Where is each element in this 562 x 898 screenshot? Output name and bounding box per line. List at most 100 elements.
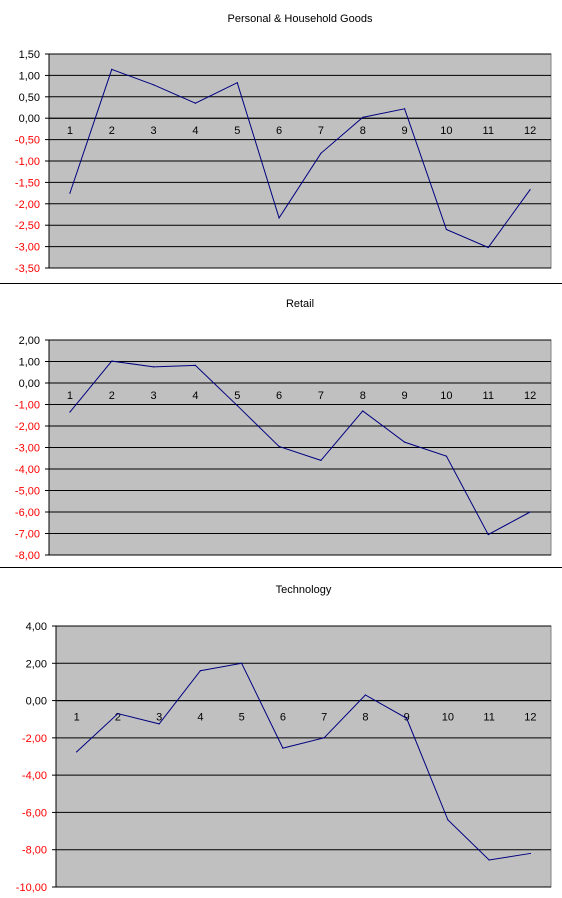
chart-1-ytick-label: 0,00 [19,113,40,125]
chart-2-ytick-label: -5,00 [15,486,40,498]
chart-2-data-point [69,411,71,413]
chart-2-ytick-label: -7,00 [15,529,40,541]
chart-3-ytick-label: -2,00 [22,733,47,745]
chart-3-title: Technology [276,584,332,596]
chart-2-xtick-label: 7 [318,390,324,402]
chart-2-ytick-label: -2,00 [15,421,40,433]
chart-2-xtick-label: 10 [440,390,452,402]
chart-1-ytick-label: -2,50 [15,220,40,232]
chart-2-data-point [320,459,322,461]
chart-3-data-point [447,819,449,821]
chart-2-ytick-label: 1,00 [19,357,40,369]
chart-3-xtick-label: 11 [483,712,494,724]
chart-3-xtick-label: 6 [280,712,286,724]
chart-2-data-point [403,441,406,443]
chart-1-ytick-label: -3,50 [15,263,40,275]
chart-1-ytick-label: -2,00 [15,199,40,211]
chart-2-xtick-label: 8 [360,390,366,402]
chart-2-ytick-label: -3,00 [15,443,40,455]
chart-3-xtick-label: 1 [74,712,80,724]
chart-1-xtick-label: 5 [234,125,240,137]
chart-1-data-point [236,82,238,84]
chart-1-xtick-label: 8 [360,125,366,137]
chart-1-data-point [487,246,489,249]
chart-1-series-line [69,68,531,249]
chart-1-data-point [403,108,406,110]
chart-1-data-point [111,68,113,71]
chart-3-ytick-label: -8,00 [22,845,47,857]
chart-2-data-point [152,366,155,368]
chart-3-data-point [282,747,284,749]
chart-1-xtick-label: 10 [440,125,452,137]
chart-2-ytick-label: -6,00 [15,507,40,519]
chart-2-ytick-label: -4,00 [15,464,40,476]
chart-3-ytick-label: 4,00 [26,621,47,633]
chart-2-title: Retail [286,298,314,310]
chart-1-xtick-label: 11 [483,125,494,137]
chart-3-data-point [199,670,201,672]
chart-3-plot-area [55,625,552,888]
chart-1-data-point [320,152,322,154]
chart-2-series-line [69,360,531,536]
chart-1-xtick-label: 3 [151,125,157,137]
chart-3-data-point [406,717,408,719]
chart-2-xtick-label: 2 [109,390,115,402]
chart-divider-2 [0,567,562,568]
chart-2-xtick-label: 6 [276,390,282,402]
chart-3-xtick-label: 9 [404,712,410,724]
chart-2-data-point [487,533,489,536]
chart-1-data-point [152,84,155,86]
chart-1-ytick-label: -1,50 [15,177,40,189]
chart-1-ytick-label: 0,50 [19,92,40,104]
chart-3-data-point [529,852,531,855]
chart-3-data-point [364,694,366,696]
chart-2-data-point [236,404,238,407]
chart-2-ytick-label: -1,00 [15,400,40,412]
chart-2-ytick-label: -8,00 [15,550,40,562]
chart-2-data-point [111,360,113,362]
chart-3-xtick-label: 12 [524,712,536,724]
chart-2-ytick-label: 2,00 [19,335,40,347]
chart-1-xtick-label: 4 [192,125,198,137]
chart-1-data-point [194,102,197,104]
chart-3-data-point [117,713,119,715]
chart-2-data-point [194,364,197,366]
chart-3-xtick-label: 10 [442,712,454,724]
chart-2-xtick-label: 4 [192,390,198,402]
chart-1-title: Personal & Household Goods [228,13,373,25]
chart-3-ytick-label: 0,00 [26,696,47,708]
chart-1-data-point [362,116,364,118]
chart-3-data-point [323,737,325,739]
chart-3-ytick-label: 2,00 [26,658,47,670]
chart-1-xtick-label: 7 [318,125,324,137]
chart-1-ytick-label: -3,00 [15,242,40,254]
chart-1-xtick-label: 9 [402,125,408,137]
chart-3-xtick-label: 2 [115,712,121,724]
chart-1-xtick-label: 6 [276,125,282,137]
chart-1-ytick-label: 1,00 [19,70,40,82]
chart-2-xtick-label: 12 [524,390,536,402]
chart-1-ytick-label: -1,00 [15,156,40,168]
chart-3-xtick-label: 8 [362,712,368,724]
chart-1-xtick-label: 2 [109,125,115,137]
chart-3-xtick-label: 4 [197,712,203,724]
chart-3-data-point [76,751,78,753]
chart-3-ytick-label: -10,00 [16,882,47,894]
chart-2-xtick-label: 11 [483,390,494,402]
chart-3-xtick-label: 7 [321,712,327,724]
chart-3-data-point [488,859,490,861]
chart-3-xtick-label: 5 [239,712,245,724]
chart-3-ytick-label: -4,00 [22,770,47,782]
chart-1-ytick-label: 1,50 [19,49,40,61]
chart-2-data-point [278,445,280,448]
chart-3-data-point [158,723,160,725]
chart-2-ytick-label: 0,00 [19,378,40,390]
chart-2-data-point [445,455,448,457]
chart-3-ytick-label: -6,00 [22,807,47,819]
chart-1-data-point [278,217,280,219]
chart-3-data-point [241,662,243,664]
chart-2-xtick-label: 5 [234,390,240,402]
chart-1-xtick-label: 12 [524,125,536,137]
chart-3-series-line [76,662,531,861]
